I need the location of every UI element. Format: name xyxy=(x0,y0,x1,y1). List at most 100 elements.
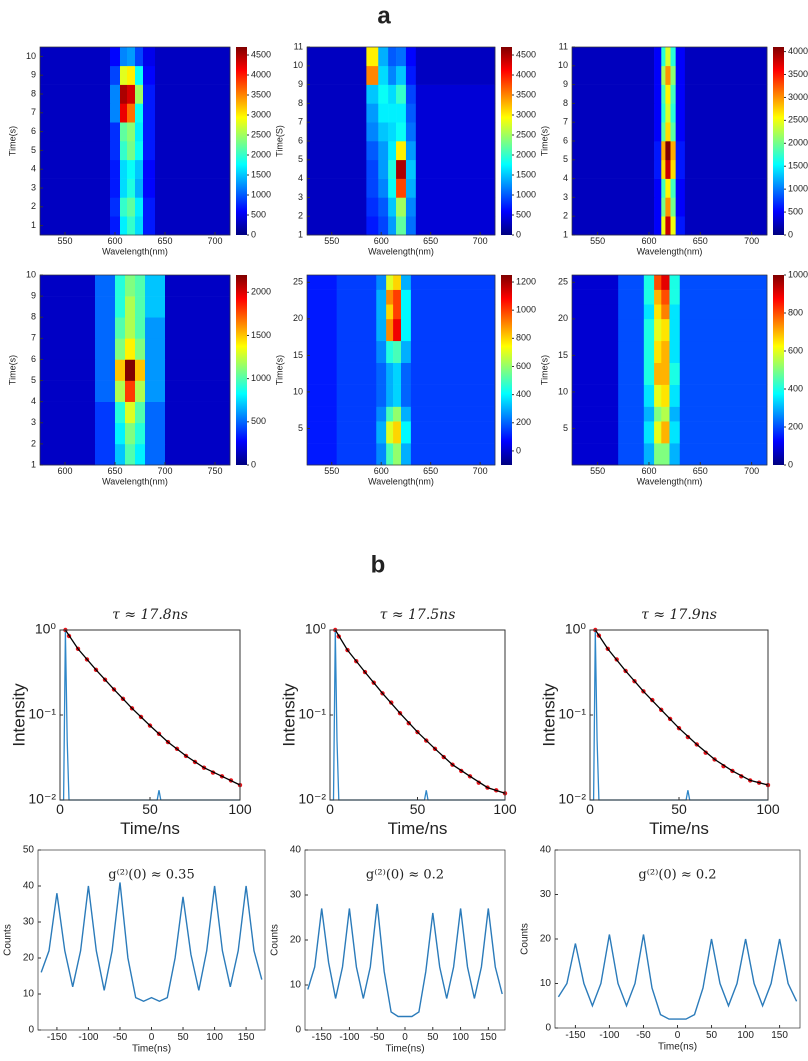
heat-cell xyxy=(127,141,136,161)
plot-frame xyxy=(39,274,231,466)
heat-cell xyxy=(388,141,397,161)
heat-cell xyxy=(127,47,136,67)
heat-cell xyxy=(110,65,121,85)
heat-cell xyxy=(661,216,666,236)
x-axis-label: Time(ns) xyxy=(385,1044,424,1055)
colorbar-tick-label: 1000 xyxy=(516,189,536,199)
x-tick-label: -150 xyxy=(565,1030,585,1041)
heat-cell xyxy=(643,304,655,320)
heat-cell xyxy=(155,84,231,104)
heat-cell xyxy=(405,141,417,161)
chart: 0 500 1000 1500 2000 600 650 700 750 1 2 3 4 5 6 7 8 9 10 W… xyxy=(7,269,271,486)
heat-cell xyxy=(415,159,496,179)
heat-cell xyxy=(307,275,337,290)
heat-cell xyxy=(366,47,379,67)
heat-cell xyxy=(110,141,121,161)
y-tick-label: 4 xyxy=(31,164,36,174)
heat-cell xyxy=(95,317,116,339)
heat-cell xyxy=(386,421,394,444)
heat-cell xyxy=(388,159,397,179)
heat-cell xyxy=(120,65,128,85)
heat-cell xyxy=(307,443,337,466)
colorbar-tick-label: 600 xyxy=(516,361,531,371)
colorbar-tick-label: 2500 xyxy=(788,115,808,125)
heat-cell xyxy=(396,197,407,217)
heat-cell xyxy=(405,216,417,236)
heat-cell xyxy=(40,401,96,424)
heat-cell xyxy=(572,122,655,142)
y-tick-label: 9 xyxy=(31,70,36,80)
heat-cell xyxy=(307,304,337,320)
heat-cell xyxy=(665,47,671,67)
chart-title: τ ≈ 17.5ns xyxy=(380,607,456,623)
heat-cell xyxy=(307,216,367,236)
heat-cell xyxy=(661,65,666,85)
heat-cell xyxy=(125,443,136,466)
heat-cell xyxy=(376,362,387,385)
heat-cell xyxy=(388,84,397,104)
colorbar-tick-label: 500 xyxy=(251,209,266,219)
heat-cell xyxy=(643,406,655,422)
heat-cell xyxy=(679,384,768,407)
x-tick-label: 50 xyxy=(142,801,158,817)
fit-line xyxy=(594,629,769,786)
heat-cell xyxy=(669,443,681,466)
heat-cell xyxy=(115,317,126,339)
heat-cell xyxy=(307,47,367,67)
x-tick-label: 700 xyxy=(207,236,222,246)
heat-cell xyxy=(40,422,96,445)
x-axis-label: Time/ns xyxy=(120,819,180,838)
heat-cell xyxy=(307,197,367,217)
y-tick-label: 10⁰ xyxy=(35,621,57,637)
heat-cell xyxy=(410,443,496,466)
heat-cell xyxy=(393,443,402,466)
heat-cell xyxy=(665,178,671,198)
y-tick-label: 10⁻¹ xyxy=(28,706,56,722)
heat-cell xyxy=(135,197,144,217)
heat-cell xyxy=(307,122,367,142)
heat-cell xyxy=(661,47,666,67)
heat-cell xyxy=(396,122,407,142)
y-axis-label: Intensity xyxy=(9,683,28,747)
colorbar-tick-label: 2000 xyxy=(251,149,271,159)
x-tick-label: 150 xyxy=(480,1032,497,1043)
heat-cell xyxy=(378,159,389,179)
x-tick-label: 50 xyxy=(706,1030,718,1041)
heat-cell xyxy=(572,443,619,466)
heat-cell xyxy=(143,65,156,85)
heat-cell xyxy=(654,362,662,385)
heat-cell xyxy=(110,178,121,198)
data-line xyxy=(40,882,263,1002)
y-tick-label: 1 xyxy=(563,229,568,239)
y-tick-label: 8 xyxy=(298,98,303,108)
x-tick-label: 100 xyxy=(493,801,517,817)
heat-cell xyxy=(155,216,231,236)
heat-cell xyxy=(396,47,407,67)
y-tick-label: 5 xyxy=(563,154,568,164)
heat-cell xyxy=(665,216,671,236)
heat-cell xyxy=(684,216,768,236)
heat-cell xyxy=(120,216,128,236)
y-axis-label: Time(s) xyxy=(7,355,17,385)
heat-cell xyxy=(670,65,676,85)
heat-cell xyxy=(165,443,231,466)
colorbar xyxy=(773,47,784,235)
heat-cell xyxy=(670,159,676,179)
y-tick-label: 10 xyxy=(558,386,568,396)
heat-cell xyxy=(679,304,768,320)
heat-cell xyxy=(95,401,116,424)
colorbar-tick-label: 0 xyxy=(788,229,793,239)
heat-cell xyxy=(40,197,111,217)
heat-cell xyxy=(378,84,389,104)
heat-cell xyxy=(386,443,394,466)
heat-cell xyxy=(135,65,144,85)
heat-cell xyxy=(165,380,231,402)
heat-cell xyxy=(415,141,496,161)
x-tick-label: 0 xyxy=(402,1032,408,1043)
heat-cell xyxy=(143,103,156,123)
x-tick-label: -150 xyxy=(312,1032,332,1043)
heat-cell xyxy=(572,178,655,198)
heat-cell xyxy=(684,122,768,142)
heat-cell xyxy=(125,338,136,360)
heat-cell xyxy=(679,443,768,466)
